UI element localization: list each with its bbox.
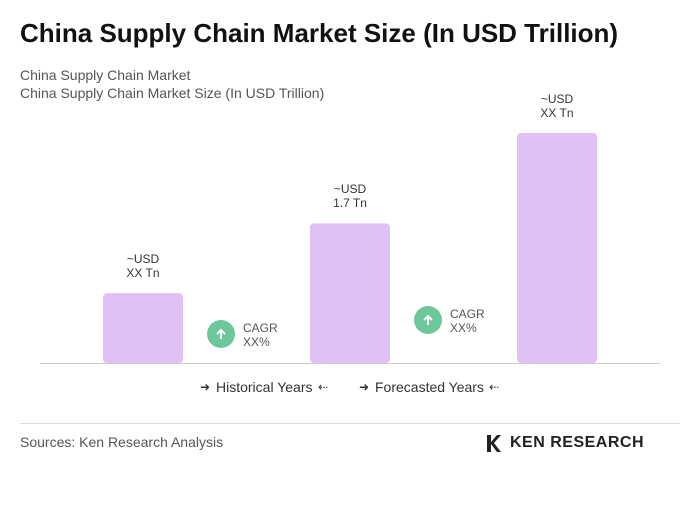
arrow: ⇠ xyxy=(318,380,328,394)
logo-icon xyxy=(487,435,501,452)
legend-entry: Forecasted Years xyxy=(375,379,484,395)
subtitle: China Supply Chain Market xyxy=(20,67,191,83)
arrow: ➜ xyxy=(200,380,210,394)
legend-entry: Historical Years xyxy=(216,379,313,395)
value-label: ~USD XX Tn xyxy=(126,252,160,281)
bar xyxy=(517,133,597,363)
cagr-label: CAGR XX% xyxy=(450,307,485,335)
cagr-arrow xyxy=(423,314,433,325)
value-label: ~USD XX Tn xyxy=(540,92,574,120)
cagr-label: CAGR XX% xyxy=(243,321,278,349)
chart-title: China Supply Chain Market Size (In USD T… xyxy=(20,18,619,48)
value-label: ~USD 1.7 Tn xyxy=(333,182,367,211)
cagr-arrow xyxy=(216,328,226,339)
bar xyxy=(310,223,390,363)
subtitle: China Supply Chain Market Size (In USD T… xyxy=(20,85,325,101)
arrow: ⇠ xyxy=(489,380,499,394)
logo: KEN RESEARCH xyxy=(510,434,645,451)
bar xyxy=(103,293,183,363)
source: Sources: Ken Research Analysis xyxy=(20,434,224,450)
arrow: ➜ xyxy=(359,380,369,394)
